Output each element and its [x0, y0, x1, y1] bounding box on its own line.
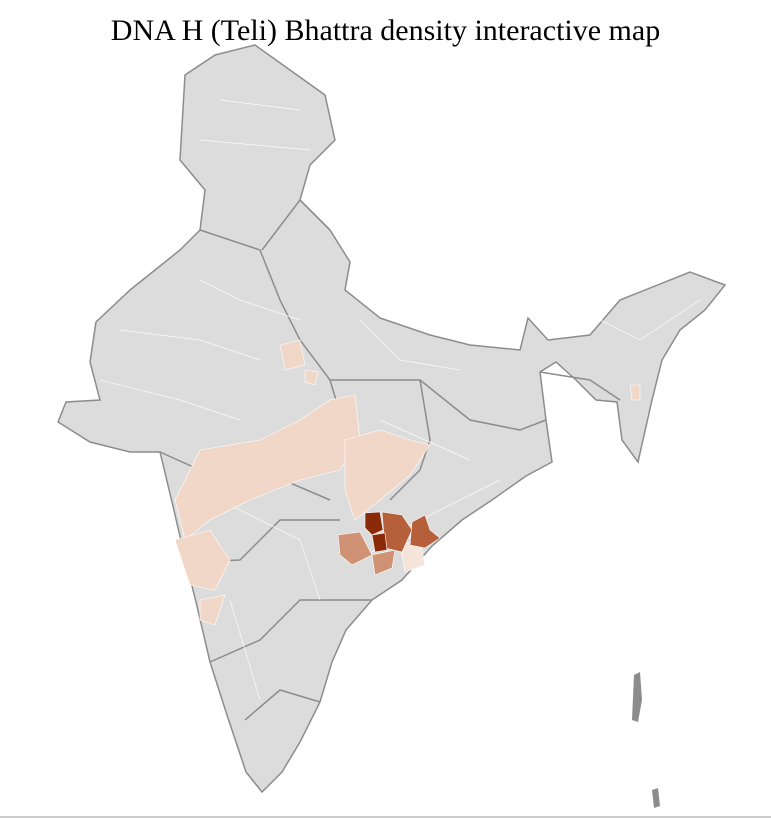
region-density-very-low[interactable] [199, 594, 226, 626]
region-density-very-high[interactable] [364, 511, 384, 536]
bottom-divider [0, 816, 771, 818]
region-density-very-high[interactable] [371, 532, 388, 553]
region-density-very-low[interactable] [629, 384, 641, 401]
state-border [261, 198, 331, 251]
region-density-very-low[interactable] [279, 339, 306, 371]
india-landmass[interactable] [57, 44, 727, 794]
land-layer [57, 44, 727, 808]
region-density-very-low[interactable] [174, 529, 231, 591]
andaman-islands[interactable] [632, 672, 642, 722]
state-border [244, 689, 321, 721]
state-border [539, 371, 621, 401]
region-density-very-low[interactable] [304, 369, 319, 386]
region-density-high[interactable] [409, 514, 441, 549]
state-border [209, 599, 372, 663]
region-density-medium[interactable] [337, 531, 373, 566]
district-borders [99, 99, 701, 701]
density-regions [174, 339, 641, 626]
nicobar-islands[interactable] [652, 788, 660, 808]
map-title: DNA H (Teli) Bhattra density interactive… [110, 14, 661, 47]
region-density-very-low[interactable] [344, 429, 431, 521]
region-density-medium[interactable] [371, 549, 396, 576]
state-border [419, 379, 547, 431]
district-border [99, 99, 701, 701]
state-border [330, 379, 431, 501]
